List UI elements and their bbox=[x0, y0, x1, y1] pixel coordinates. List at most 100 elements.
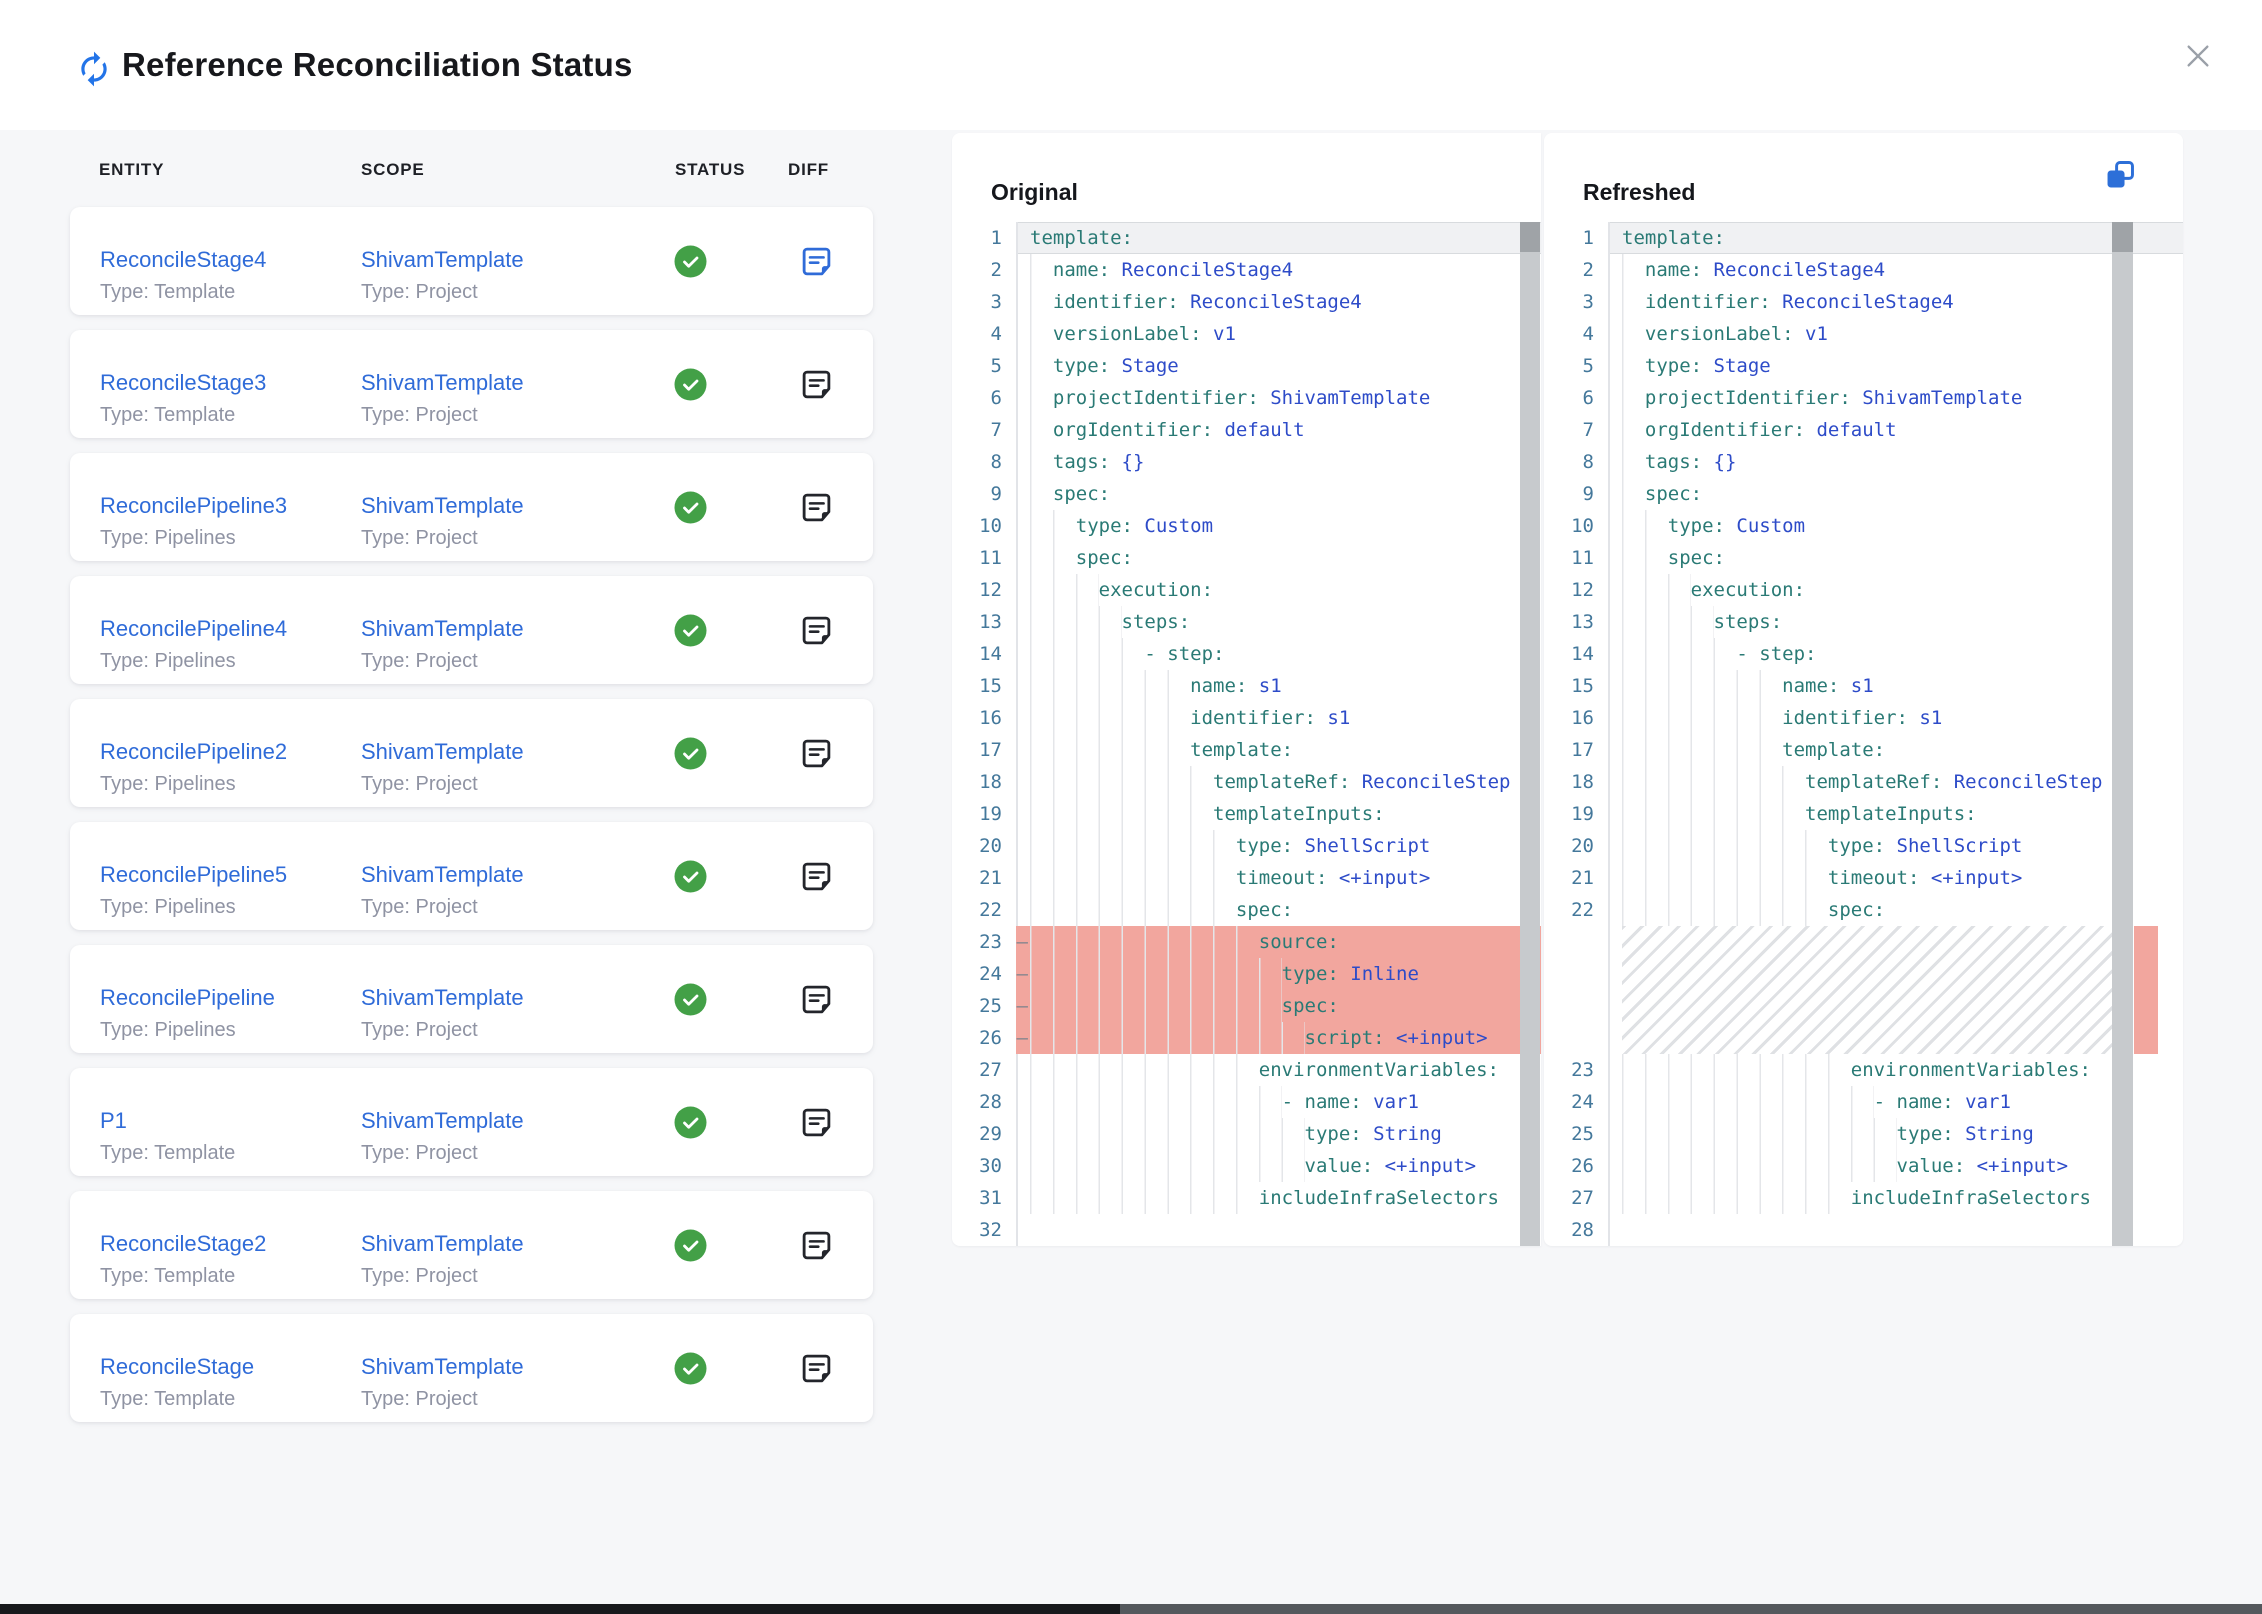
yaml-value: <+input> bbox=[1327, 867, 1431, 889]
column-header-scope: SCOPE bbox=[361, 160, 425, 179]
indent-guides bbox=[1030, 1150, 1305, 1182]
yaml-key: versionLabel: bbox=[1052, 323, 1202, 345]
line-number: 8 bbox=[1582, 451, 1594, 473]
diff-note-icon[interactable] bbox=[800, 491, 833, 524]
code-line: 7 orgIdentifier: default bbox=[952, 414, 1541, 446]
yaml-key: timeout: bbox=[1235, 867, 1328, 889]
code-line: 28 - name: var1 bbox=[952, 1086, 1541, 1118]
scope-link[interactable]: ShivamTemplate bbox=[361, 370, 524, 395]
entity-type-label: Type: Pipelines bbox=[100, 896, 236, 918]
indent-guides bbox=[1622, 894, 1828, 926]
entity-link[interactable]: ReconcilePipeline3 bbox=[100, 493, 288, 518]
scrollbar-thumb[interactable] bbox=[2112, 222, 2133, 252]
line-number: 25 bbox=[1571, 1123, 1594, 1145]
scope-link[interactable]: ShivamTemplate bbox=[361, 616, 524, 641]
scope-link[interactable]: ShivamTemplate bbox=[361, 1231, 524, 1256]
diff-note-icon[interactable] bbox=[800, 1352, 833, 1385]
line-number: 7 bbox=[990, 419, 1002, 441]
entity-link[interactable]: P1 bbox=[100, 1108, 127, 1133]
yaml-key: template: bbox=[1190, 739, 1294, 761]
yaml-key: name: bbox=[1644, 259, 1703, 281]
scope-link[interactable]: ShivamTemplate bbox=[361, 247, 524, 272]
yaml-key: template: bbox=[1030, 227, 1133, 249]
scope-link[interactable]: ShivamTemplate bbox=[361, 1108, 524, 1133]
yaml-key: steps: bbox=[1121, 611, 1191, 633]
indent-guides bbox=[1622, 286, 1645, 318]
code-line: 4 versionLabel: v1 bbox=[952, 318, 1541, 350]
line-number: 28 bbox=[1571, 1219, 1594, 1241]
diff-note-icon[interactable] bbox=[800, 245, 833, 278]
line-number: 14 bbox=[1571, 643, 1594, 665]
scrollbar-thumb[interactable] bbox=[1520, 222, 1540, 252]
removed-line-marker: – bbox=[1016, 931, 1028, 953]
entity-link[interactable]: ReconcileStage bbox=[100, 1354, 255, 1379]
code-line: 20 type: ShellScript bbox=[1544, 830, 2183, 862]
line-number: 15 bbox=[1571, 675, 1594, 697]
refreshed-code-editor[interactable]: 1 template: 2 name: ReconcileStage4 3 identif… bbox=[1544, 222, 2183, 1246]
code-line: 28 bbox=[1544, 1214, 2183, 1246]
yaml-value: ShellScript bbox=[1885, 835, 2023, 857]
column-header-status: STATUS bbox=[675, 160, 746, 179]
entity-link[interactable]: ReconcilePipeline4 bbox=[100, 616, 288, 641]
line-number: 19 bbox=[979, 803, 1002, 825]
diff-note-icon[interactable] bbox=[800, 368, 833, 401]
scope-link[interactable]: ShivamTemplate bbox=[361, 985, 524, 1010]
indent-guides bbox=[1622, 446, 1645, 478]
line-number: 22 bbox=[979, 899, 1002, 921]
line-number: 18 bbox=[979, 771, 1002, 793]
line-number: 5 bbox=[990, 355, 1002, 377]
diff-note-icon[interactable] bbox=[800, 1106, 833, 1139]
diff-note-icon[interactable] bbox=[800, 1229, 833, 1262]
yaml-key: type: bbox=[1235, 835, 1294, 857]
yaml-value: s1 bbox=[1839, 675, 1874, 697]
indent-guides bbox=[1622, 318, 1645, 350]
window-bottom-edge-left bbox=[0, 1604, 1120, 1614]
yaml-key: template: bbox=[1622, 227, 1725, 249]
code-line: 9 spec: bbox=[952, 478, 1541, 510]
entity-link[interactable]: ReconcilePipeline5 bbox=[100, 862, 288, 887]
indent-guides bbox=[1622, 830, 1828, 862]
entity-link[interactable]: ReconcileStage2 bbox=[100, 1231, 267, 1256]
line-number: 1 bbox=[1582, 227, 1594, 249]
entity-link[interactable]: ReconcileStage3 bbox=[100, 370, 267, 395]
code-line: 8 tags: {} bbox=[1544, 446, 2183, 478]
diff-note-icon[interactable] bbox=[800, 983, 833, 1016]
code-line: 19 templateInputs: bbox=[952, 798, 1541, 830]
indent-guides bbox=[1030, 734, 1191, 766]
line-number: 16 bbox=[979, 707, 1002, 729]
yaml-value: Stage bbox=[1110, 355, 1179, 377]
scope-link[interactable]: ShivamTemplate bbox=[361, 493, 524, 518]
diff-note-icon[interactable] bbox=[800, 614, 833, 647]
scope-link[interactable]: ShivamTemplate bbox=[361, 739, 524, 764]
code-line: 11 spec: bbox=[1544, 542, 2183, 574]
line-number: 27 bbox=[1571, 1187, 1594, 1209]
entity-type-label: Type: Template bbox=[100, 404, 236, 426]
indent-guides bbox=[1030, 894, 1236, 926]
yaml-value: ShellScript bbox=[1293, 835, 1431, 857]
close-icon[interactable] bbox=[2182, 40, 2214, 72]
diff-note-icon[interactable] bbox=[800, 737, 833, 770]
scope-link[interactable]: ShivamTemplate bbox=[361, 1354, 524, 1379]
code-line: 1 template: bbox=[952, 222, 1541, 254]
entity-link[interactable]: ReconcilePipeline2 bbox=[100, 739, 288, 764]
original-scrollbar[interactable] bbox=[1520, 222, 1540, 1246]
indent-guides bbox=[1622, 702, 1783, 734]
original-code-editor[interactable]: 1 template: 2 name: ReconcileStage4 3 identif… bbox=[952, 222, 1541, 1246]
code-line: 25– spec: bbox=[952, 990, 1541, 1022]
entity-link[interactable]: ReconcileStage4 bbox=[100, 247, 267, 272]
scope-link[interactable]: ShivamTemplate bbox=[361, 862, 524, 887]
yaml-key: spec: bbox=[1075, 547, 1133, 569]
entity-link[interactable]: ReconcilePipeline bbox=[100, 985, 275, 1010]
refreshed-scrollbar[interactable] bbox=[2112, 222, 2133, 1246]
yaml-key: steps: bbox=[1713, 611, 1783, 633]
code-line: 1 template: bbox=[1544, 222, 2183, 254]
copy-icon[interactable] bbox=[2103, 158, 2137, 192]
status-success-icon bbox=[674, 737, 707, 770]
scope-type-label: Type: Project bbox=[361, 773, 478, 795]
diff-note-icon[interactable] bbox=[800, 860, 833, 893]
line-number: 19 bbox=[1571, 803, 1594, 825]
line-number: 14 bbox=[979, 643, 1002, 665]
code-line: 9 spec: bbox=[1544, 478, 2183, 510]
indent-guides bbox=[1622, 862, 1828, 894]
indent-guides bbox=[1030, 1022, 1305, 1054]
